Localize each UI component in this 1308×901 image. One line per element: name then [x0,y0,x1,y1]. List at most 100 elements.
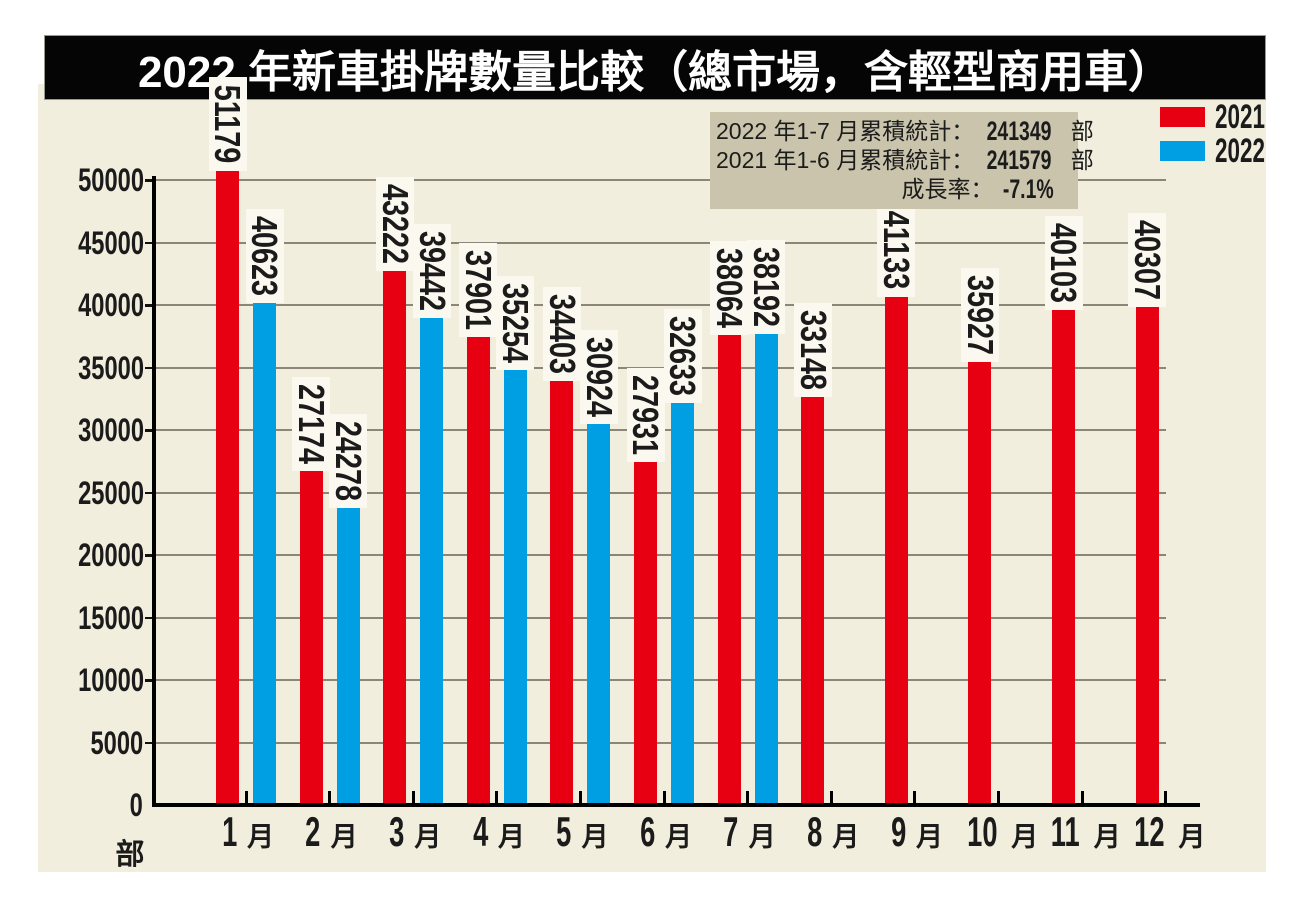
bar-value-2022-month-4: 35254 [495,276,537,371]
gridline-40000 [154,304,1166,306]
month-number: 11 [1051,808,1080,855]
month-unit: 月 [414,822,442,852]
bar-value-text: 34403 [541,293,583,374]
bar-value-text: 43222 [374,183,416,264]
month-unit: 月 [748,822,776,852]
month-unit: 月 [665,822,693,852]
gridline-20000 [154,554,1166,556]
gridline-5000 [154,741,1166,744]
gridline-50000 [154,179,1166,181]
summary-line-1-unit: 部 [1064,118,1094,144]
bar-2022-month-6 [671,397,694,805]
x-axis-tick-month-2 [328,791,332,803]
x-axis-line [152,803,1200,807]
y-axis-label-text: 0 [129,787,143,823]
bar-value-2021-month-5: 34403 [541,286,583,381]
bar-value-2021-month-7: 38064 [709,241,750,336]
summary-line-2022-total: 2022 年1-7 月累積統計： 241349 部 [716,117,1094,146]
bar-2021-month-9 [884,290,908,805]
legend-swatch-2021 [1160,107,1205,127]
legend: 2021 2022 [1160,98,1291,170]
bar-value-text: 32633 [662,316,704,397]
bar-value-2022-month-2: 24278 [328,413,369,508]
y-axis-label-20000: 20000 [55,539,144,571]
bar-2021-month-5 [550,374,574,805]
summary-line-2-value: 241579 [986,145,1052,175]
gridline-10000 [154,679,1166,681]
summary-line-2-text: 2021 年1-6 月累積統計： [716,147,975,173]
chart-title-bar: 2022 年新車掛牌數量比較（總市場，含輕型商用車） [44,35,1266,100]
bar-2022-month-1 [253,297,276,805]
y-axis-label-10000: 10000 [55,662,144,698]
month-unit: 月 [832,822,860,852]
bar-2021-month-8 [801,390,825,805]
y-axis-label-text: 10000 [78,662,144,698]
y-axis-tick-50000 [145,179,152,182]
bar-value-text: 30924 [578,337,620,418]
chart-title: 2022 年新車掛牌數量比較（總市場，含輕型商用車） [137,47,1173,97]
bar-value-2021-month-11: 40103 [1043,215,1085,310]
bar-value-2021-month-12: 40307 [1127,213,1168,308]
x-axis-tick-month-11 [1080,791,1084,803]
x-axis-tick-month-6 [662,791,666,803]
gridline-15000 [154,616,1166,619]
y-axis-label-text: 40000 [78,287,144,323]
bar-value-2022-month-6: 32633 [662,309,704,404]
bar-2022-month-5 [587,418,611,805]
bar-value-text: 40103 [1043,222,1085,303]
bar-value-2021-month-1: 51179 [208,77,249,172]
month-number: 6 [639,808,656,855]
month-number: 4 [472,808,488,855]
y-axis-label-text: 15000 [78,599,144,636]
month-number: 3 [389,808,405,855]
legend-label-2021: 2021 [1215,98,1265,136]
legend-label-2022: 2022 [1215,132,1265,170]
month-number: 10 [966,808,998,855]
gridline-25000 [154,491,1166,494]
bar-value-2022-month-5: 30924 [578,330,620,425]
month-unit: 月 [1093,822,1121,852]
bar-2022-month-7 [754,327,778,805]
month-unit: 月 [915,822,943,852]
x-axis-tick-month-4 [495,791,499,803]
month-unit: 月 [247,822,275,852]
y-axis-tick-45000 [145,241,152,244]
x-axis-tick-month-12 [1164,791,1168,803]
month-number: 1 [221,808,238,855]
y-axis-tick-25000 [145,491,152,494]
bar-2021-month-12 [1135,301,1159,805]
bar-value-text: 35254 [495,283,537,364]
summary-line-3-text: 成長率： [901,176,994,202]
month-number: 9 [890,808,906,855]
legend-swatch-2022 [1160,141,1205,161]
bar-value-2021-month-3: 43222 [374,176,416,271]
summary-box: 2022 年1-7 月累積統計： 241349 部 2021 年1-6 月累積統計… [710,112,1094,209]
bar-value-2022-month-1: 40623 [245,209,286,304]
bar-2021-month-4 [466,331,490,805]
bar-value-2022-month-7: 38192 [746,239,788,334]
x-axis-tick-month-8 [829,791,833,803]
gridline-45000 [154,241,1166,244]
bar-value-text: 38192 [746,246,788,327]
x-axis-tick-month-1 [244,791,248,803]
x-axis-tick-month-10 [996,791,1000,803]
bar-value-2021-month-4: 37901 [458,243,500,338]
bar-2021-month-6 [634,455,657,805]
bar-value-text: 37901 [458,250,500,331]
month-number: 5 [556,808,572,855]
y-axis-line [152,176,156,807]
month-number: 8 [807,808,823,855]
bar-2021-month-1 [216,165,239,805]
bar-value-text: 35927 [959,274,1001,355]
bar-value-2021-month-6: 27931 [626,367,667,462]
y-axis-tick-30000 [145,429,152,432]
month-unit: 月 [330,822,358,852]
y-axis-label-5000: 5000 [55,727,143,759]
